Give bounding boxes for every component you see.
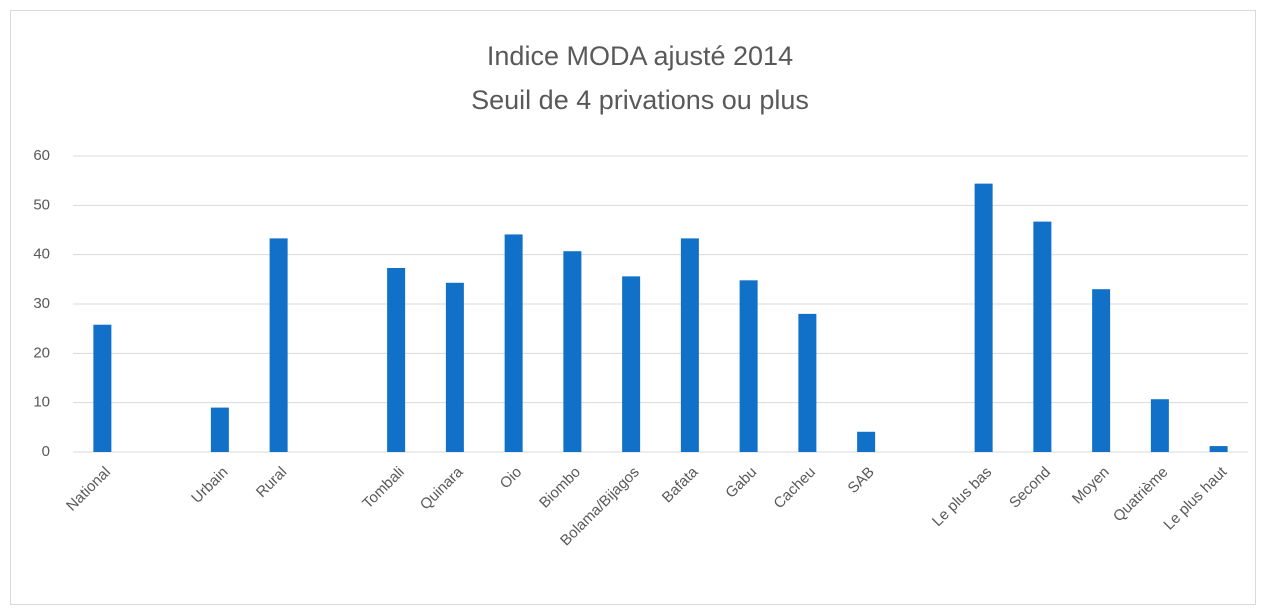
bar — [210, 407, 229, 452]
y-tick-label: 20 — [33, 344, 50, 361]
chart-subtitle: Seuil de 4 privations ou plus — [471, 85, 809, 115]
bar — [974, 183, 993, 453]
bar — [857, 431, 876, 452]
y-tick-label: 0 — [42, 443, 50, 460]
bar — [445, 282, 464, 452]
bar — [504, 234, 523, 452]
bar — [1150, 399, 1169, 452]
bar — [269, 238, 288, 452]
bar — [1092, 289, 1111, 452]
bar — [387, 267, 406, 452]
y-tick-label: 30 — [33, 295, 50, 312]
y-tick-label: 10 — [33, 394, 50, 411]
bar — [563, 251, 582, 452]
y-tick-label: 40 — [33, 246, 50, 263]
chart-title: Indice MODA ajusté 2014 — [487, 41, 793, 71]
bar — [798, 313, 817, 452]
bar — [1209, 446, 1228, 452]
bar — [680, 238, 699, 452]
bar — [1033, 221, 1052, 452]
y-tick-label: 60 — [33, 147, 50, 164]
bar — [93, 324, 112, 452]
bar — [739, 280, 758, 452]
bar — [622, 276, 641, 452]
y-tick-label: 50 — [33, 196, 50, 213]
